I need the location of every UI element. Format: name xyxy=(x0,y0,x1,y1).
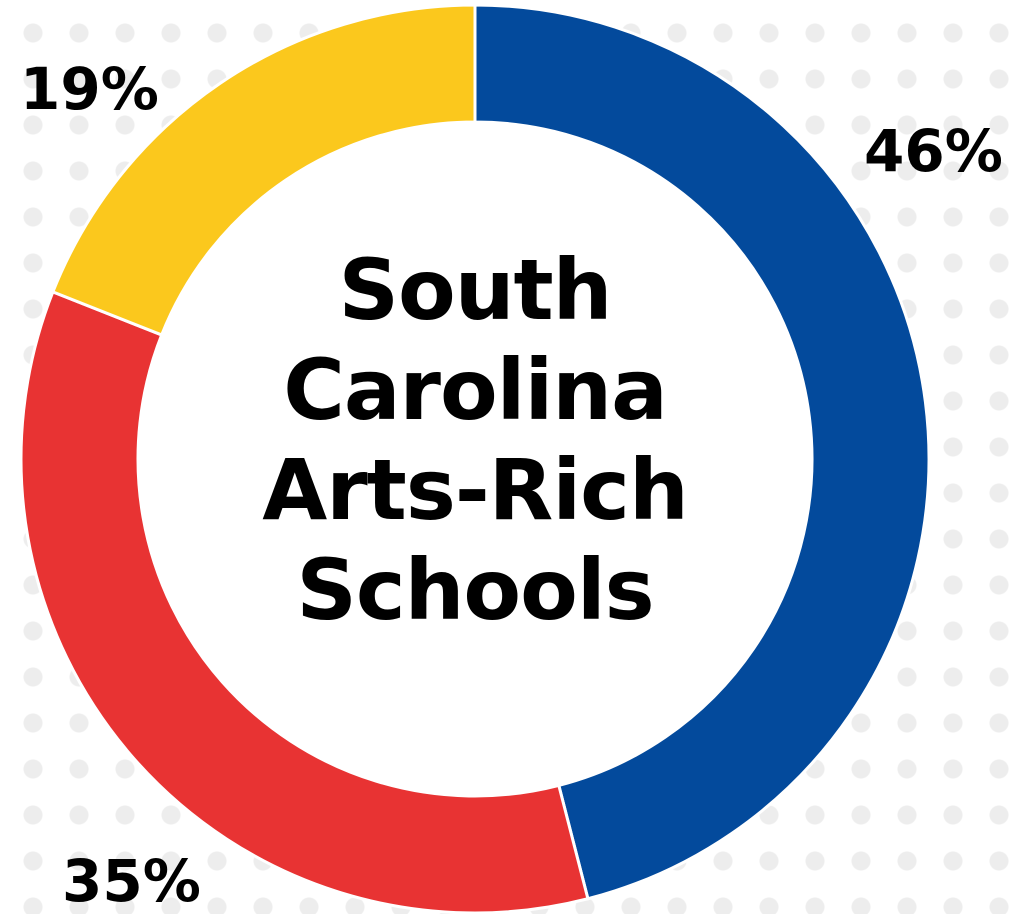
center-title-line: Carolina xyxy=(283,341,668,439)
slice-label-46: 46% xyxy=(864,117,1003,185)
donut-hole xyxy=(138,122,812,796)
center-title-line: Arts-Rich xyxy=(262,441,689,539)
center-title: South Carolina Arts-Rich Schools xyxy=(225,240,725,640)
slice-label-35: 35% xyxy=(62,847,201,914)
center-title-line: Schools xyxy=(296,541,654,639)
donut-slice-46 xyxy=(473,3,931,901)
slice-label-19: 19% xyxy=(20,55,159,123)
center-title-line: South xyxy=(338,241,613,339)
